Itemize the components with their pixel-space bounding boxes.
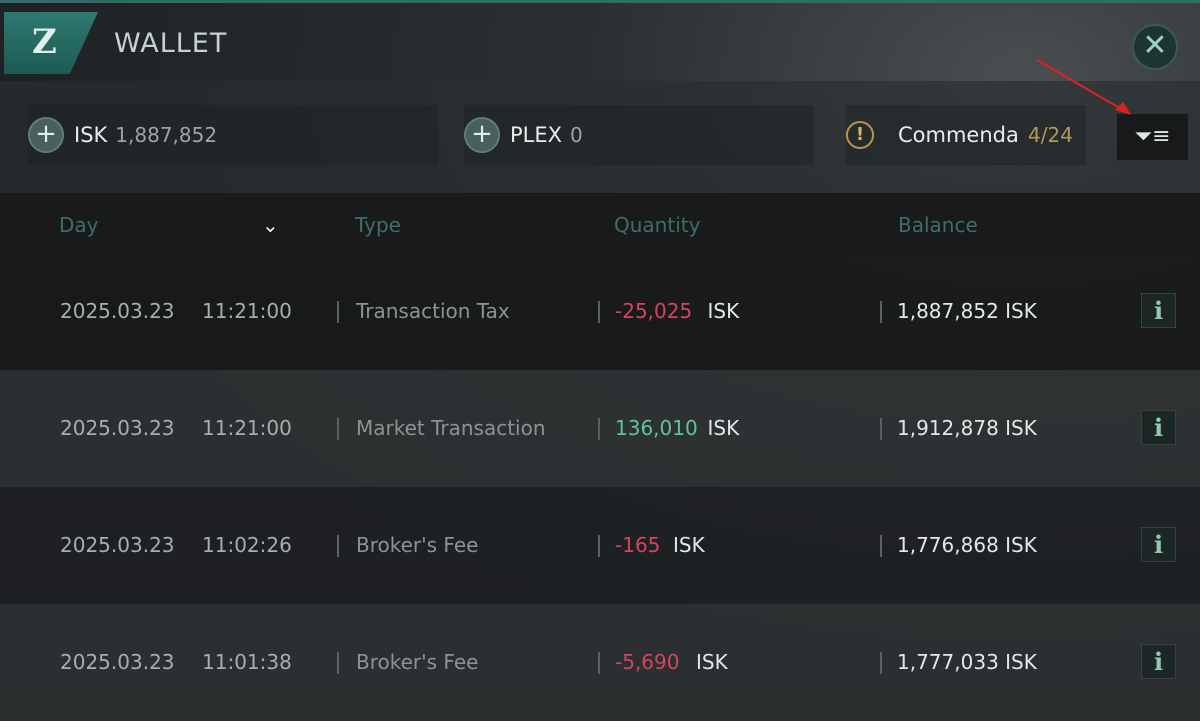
close-icon[interactable]: ✕	[1132, 24, 1178, 70]
annotation-arrow	[1036, 59, 1131, 115]
add-isk-button[interactable]: +	[28, 117, 64, 153]
row-time: 11:21:00	[202, 416, 292, 440]
divider	[337, 301, 339, 323]
row-date: 2025.03.23	[60, 416, 175, 440]
divider	[598, 535, 600, 557]
currency-name: Commenda	[898, 123, 1019, 147]
table-row[interactable]: 2025.03.23 11:21:00 Transaction Tax -25,…	[0, 253, 1200, 370]
warning-icon[interactable]: !	[846, 121, 874, 149]
divider	[337, 418, 339, 440]
row-date: 2025.03.23	[60, 299, 175, 323]
table-header: Day ⌄ Type Quantity Balance	[0, 193, 1200, 253]
row-balance: 1,776,868 ISK	[897, 533, 1037, 557]
divider	[598, 301, 600, 323]
currency-value: 1,887,852	[115, 123, 218, 147]
divider	[880, 418, 882, 440]
filter-icon[interactable]: ⏷≡	[1116, 113, 1189, 161]
currency-value: 4/24	[1028, 123, 1073, 147]
row-type: Broker's Fee	[356, 650, 479, 674]
currency-plex: + PLEX 0	[464, 105, 814, 165]
row-quantity-unit: ISK	[696, 650, 728, 674]
window-title: WALLET	[114, 28, 228, 59]
column-type[interactable]: Type	[355, 213, 401, 237]
divider	[598, 652, 600, 674]
row-quantity: -165	[615, 533, 661, 557]
divider	[598, 418, 600, 440]
divider	[337, 652, 339, 674]
row-time: 11:02:26	[202, 533, 292, 557]
row-balance: 1,912,878 ISK	[897, 416, 1037, 440]
currency-isk: + ISK 1,887,852	[28, 105, 438, 165]
currency-value: 0	[570, 123, 583, 147]
row-type: Transaction Tax	[356, 299, 510, 323]
row-quantity-unit: ISK	[707, 416, 740, 440]
divider	[880, 652, 882, 674]
divider	[337, 535, 339, 557]
row-quantity: 136,010	[615, 416, 698, 440]
row-balance: 1,777,033 ISK	[897, 650, 1037, 674]
row-type: Market Transaction	[356, 416, 546, 440]
row-type: Broker's Fee	[356, 533, 479, 557]
row-quantity-unit: ISK	[673, 533, 705, 557]
column-quantity[interactable]: Quantity	[614, 213, 701, 237]
currency-bar: + ISK 1,887,852 + PLEX 0 ! Commenda 4/24…	[0, 81, 1200, 193]
row-time: 11:21:00	[202, 299, 292, 323]
row-date: 2025.03.23	[60, 533, 175, 557]
info-icon[interactable]: i	[1141, 410, 1176, 445]
row-time: 11:01:38	[202, 650, 292, 674]
divider	[880, 535, 882, 557]
currency-name: PLEX	[510, 123, 563, 147]
table-row[interactable]: 2025.03.23 11:21:00 Market Transaction 1…	[0, 370, 1200, 487]
divider	[880, 301, 882, 323]
column-day[interactable]: Day	[59, 213, 99, 237]
info-icon[interactable]: i	[1141, 293, 1176, 328]
row-date: 2025.03.23	[60, 650, 175, 674]
currency-commenda: ! Commenda 4/24	[846, 105, 1086, 165]
info-icon[interactable]: i	[1141, 527, 1176, 562]
table-row[interactable]: 2025.03.23 11:01:38 Broker's Fee -5,690 …	[0, 604, 1200, 721]
column-balance[interactable]: Balance	[898, 213, 978, 237]
row-quantity: -5,690	[615, 650, 680, 674]
sort-chevron-down-icon[interactable]: ⌄	[262, 213, 279, 237]
info-icon[interactable]: i	[1141, 644, 1176, 679]
row-quantity-unit: ISK	[707, 299, 740, 323]
table-row[interactable]: 2025.03.23 11:02:26 Broker's Fee -165 IS…	[0, 487, 1200, 604]
currency-name: ISK	[74, 123, 108, 147]
app-logo: Z	[4, 12, 98, 74]
window-header: Z WALLET ✕	[0, 6, 1200, 81]
add-plex-button[interactable]: +	[464, 117, 500, 153]
row-balance: 1,887,852 ISK	[897, 299, 1037, 323]
row-quantity: -25,025	[615, 299, 693, 323]
